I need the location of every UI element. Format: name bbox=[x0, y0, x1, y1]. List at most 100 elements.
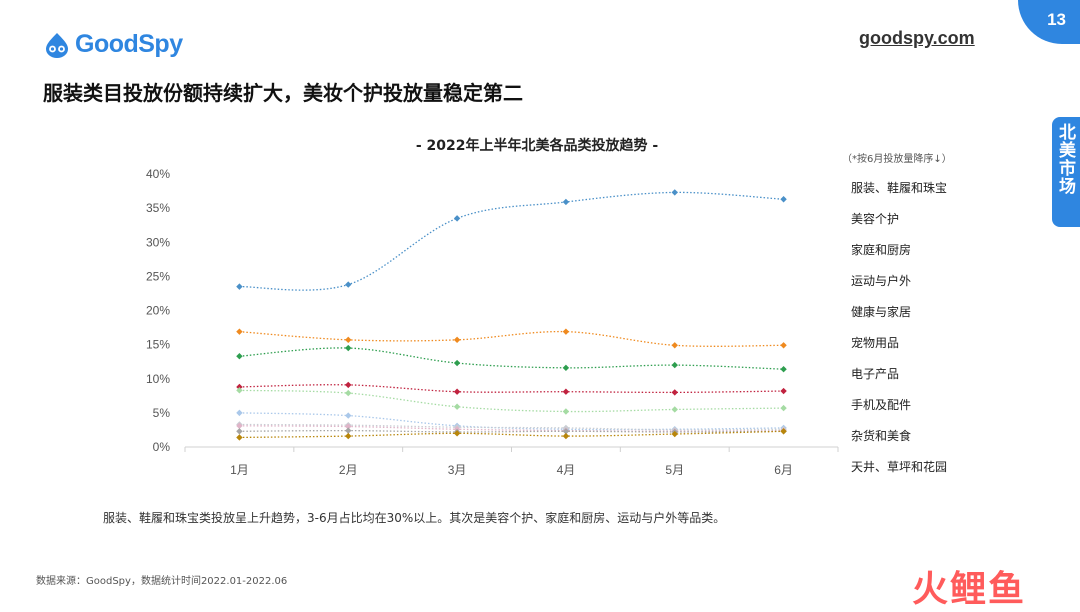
data-point[interactable] bbox=[236, 422, 243, 430]
data-point[interactable] bbox=[671, 389, 678, 396]
data-point[interactable] bbox=[453, 215, 461, 222]
data-point[interactable] bbox=[236, 434, 243, 441]
data-point[interactable] bbox=[562, 388, 570, 395]
legend-item[interactable]: 天井、草坪和花园 bbox=[851, 459, 947, 474]
data-point[interactable] bbox=[562, 364, 570, 372]
legend-item[interactable]: 健康与家居 bbox=[851, 304, 911, 319]
series-5 bbox=[236, 387, 787, 415]
x-tick-label: 2月 bbox=[339, 463, 358, 477]
data-point[interactable] bbox=[671, 361, 678, 369]
data-point[interactable] bbox=[345, 432, 352, 440]
data-point[interactable] bbox=[780, 404, 787, 412]
series-line bbox=[239, 347, 784, 370]
data-point[interactable] bbox=[345, 344, 352, 352]
data-point[interactable] bbox=[345, 427, 352, 434]
legend-item[interactable]: 运动与户外 bbox=[851, 273, 911, 288]
y-tick-label: 30% bbox=[146, 235, 170, 249]
data-source-note: 数据来源：GoodSpy，数据统计时间2022.01-2022.06 bbox=[36, 576, 288, 587]
x-tick-label: 3月 bbox=[448, 463, 467, 477]
y-tick-label: 40% bbox=[146, 167, 170, 181]
data-point[interactable] bbox=[236, 283, 243, 290]
data-point[interactable] bbox=[345, 412, 352, 419]
y-tick-label: 25% bbox=[146, 269, 170, 283]
series-6 bbox=[236, 409, 787, 433]
series-9 bbox=[236, 427, 787, 436]
y-tick-label: 5% bbox=[153, 406, 171, 420]
legend-item[interactable]: 美容个护 bbox=[851, 211, 899, 226]
y-axis: 0% 5% 10% 15% 20% 25% 30% 35% 40% bbox=[146, 167, 170, 454]
data-point[interactable] bbox=[671, 430, 678, 438]
y-tick-label: 15% bbox=[146, 338, 170, 352]
data-point[interactable] bbox=[562, 328, 570, 335]
site-url-link[interactable]: goodspy.com bbox=[859, 28, 975, 48]
series-line bbox=[239, 412, 784, 431]
data-point[interactable] bbox=[453, 403, 461, 410]
y-tick-label: 20% bbox=[146, 304, 170, 318]
legend-sort-note: （*按6月投放量降序↓） bbox=[842, 152, 952, 165]
data-point[interactable] bbox=[453, 336, 461, 344]
data-point[interactable] bbox=[236, 383, 243, 391]
chart-caption: 服装、鞋履和珠宝类投放呈上升趋势，3-6月占比均在30%以上。其次是美容个护、家… bbox=[103, 511, 726, 525]
page-title: 服装类目投放份额持续扩大，美妆个护投放量稳定第二 bbox=[43, 81, 523, 105]
series-3 bbox=[236, 344, 787, 373]
region-tab-label: 北美市场 bbox=[1055, 123, 1075, 195]
series-line bbox=[239, 191, 784, 291]
data-point[interactable] bbox=[562, 408, 570, 415]
data-point[interactable] bbox=[780, 342, 787, 349]
data-point[interactable] bbox=[453, 359, 461, 367]
data-point[interactable] bbox=[780, 428, 787, 435]
data-point[interactable] bbox=[236, 428, 243, 435]
series-7 bbox=[236, 421, 787, 434]
x-tick-label: 5月 bbox=[665, 463, 684, 477]
data-point[interactable] bbox=[671, 342, 678, 349]
x-tick-label: 6月 bbox=[774, 463, 793, 477]
data-point[interactable] bbox=[345, 389, 352, 397]
series-layer bbox=[236, 189, 787, 441]
data-point[interactable] bbox=[345, 281, 352, 288]
series-8 bbox=[236, 422, 787, 435]
y-tick-label: 10% bbox=[146, 372, 170, 386]
series-2 bbox=[236, 328, 787, 349]
logo-mark-icon bbox=[46, 32, 68, 58]
data-point[interactable] bbox=[562, 432, 570, 440]
data-point[interactable] bbox=[236, 387, 243, 394]
data-point[interactable] bbox=[453, 430, 461, 437]
series-line bbox=[239, 330, 784, 347]
legend-item[interactable]: 手机及配件 bbox=[851, 398, 911, 412]
data-point[interactable] bbox=[453, 388, 461, 395]
series-line bbox=[239, 389, 784, 413]
series-4 bbox=[236, 381, 787, 396]
data-point[interactable] bbox=[562, 198, 570, 206]
legend-item[interactable]: 服装、鞋履和珠宝 bbox=[851, 180, 947, 195]
x-axis: 1月 2月 3月 4月 5月 6月 bbox=[184, 446, 839, 477]
data-point[interactable] bbox=[236, 328, 243, 335]
data-point[interactable] bbox=[236, 409, 243, 417]
data-point[interactable] bbox=[780, 365, 787, 373]
data-point[interactable] bbox=[562, 428, 570, 435]
legend-item[interactable]: 宠物用品 bbox=[851, 335, 899, 350]
data-point[interactable] bbox=[345, 381, 352, 389]
goodspy-logo[interactable]: GoodSpy bbox=[43, 30, 183, 59]
x-tick-label: 4月 bbox=[557, 463, 576, 477]
logo-text: GoodSpy bbox=[75, 30, 183, 58]
series-10 bbox=[236, 428, 787, 441]
watermark-logo: 火鲤鱼 bbox=[912, 569, 1027, 610]
legend-item[interactable]: 电子产品 bbox=[851, 367, 899, 381]
data-point[interactable] bbox=[780, 387, 787, 395]
data-point[interactable] bbox=[345, 423, 352, 430]
y-tick-label: 35% bbox=[146, 201, 170, 215]
data-point[interactable] bbox=[236, 353, 243, 360]
region-tab[interactable]: 北美市场 bbox=[1052, 117, 1080, 227]
x-tick-label: 1月 bbox=[230, 463, 249, 477]
legend-item[interactable]: 家庭和厨房 bbox=[851, 242, 911, 257]
page-number: 13 bbox=[1047, 10, 1066, 29]
legend-item[interactable]: 杂货和美食 bbox=[851, 428, 911, 443]
y-tick-label: 0% bbox=[153, 440, 171, 454]
series-1 bbox=[236, 189, 787, 291]
data-point[interactable] bbox=[345, 336, 352, 344]
data-point[interactable] bbox=[671, 406, 678, 413]
data-point[interactable] bbox=[671, 189, 678, 196]
data-point[interactable] bbox=[780, 196, 787, 203]
chart-title: - 2022年上半年北美各品类投放趋势 - bbox=[416, 137, 659, 154]
